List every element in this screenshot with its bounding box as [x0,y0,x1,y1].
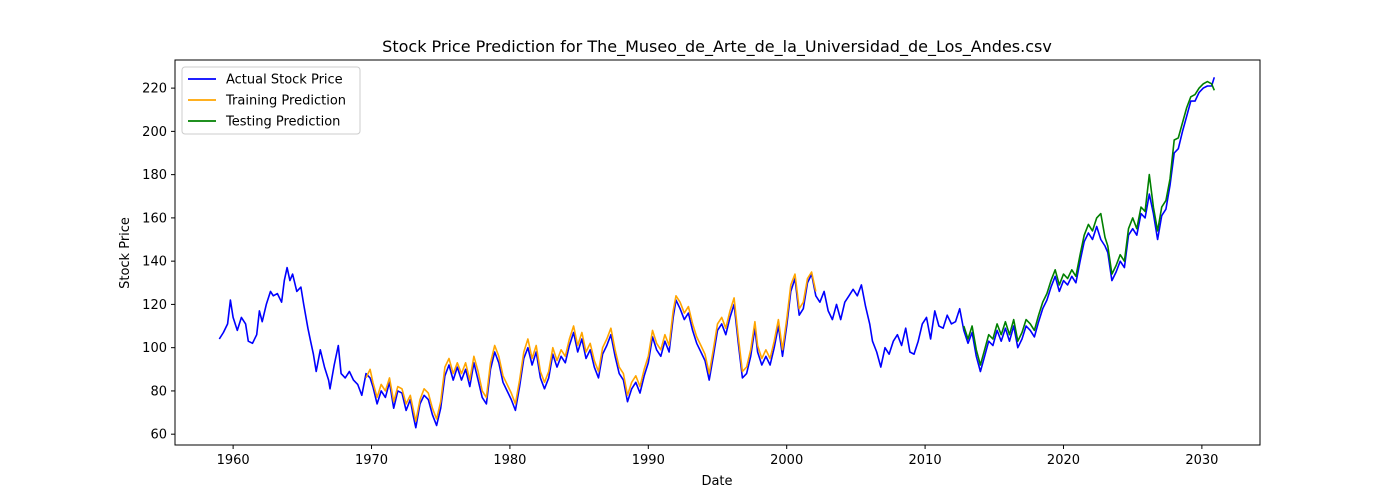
x-axis-title: Date [701,474,732,489]
legend-box [181,66,361,135]
y-tick-label: 220 [142,82,167,97]
x-tick-label: 1960 [217,453,250,468]
y-tick-label: 200 [142,125,167,140]
legend: Actual Stock Price Training Prediction Tes… [181,66,361,135]
legend-label-2: Testing Prediction [225,115,340,130]
chart-title: Stock Price Prediction for The_Museo_de_… [382,37,1052,57]
legend-label-0: Actual Stock Price [226,73,343,88]
x-tick-label: 2000 [770,453,803,468]
y-tick-label: 60 [150,428,167,443]
y-axis-title: Stock Price [118,217,133,289]
series-line-2 [963,80,1216,366]
y-tick-label: 80 [150,384,167,399]
y-tick-label: 160 [142,211,167,226]
x-tick-label: 1980 [493,453,526,468]
x-tick-label: 1970 [355,453,388,468]
y-tick-label: 120 [142,298,167,313]
legend-label-1: Training Prediction [225,94,346,109]
x-tick-label: 1990 [632,453,665,468]
x-tick-label: 2010 [909,453,942,468]
y-tick-label: 180 [142,168,167,183]
plot-frame [174,59,1261,446]
axis-ticks: 1960 1970 1980 1990 2000 2010 2020 2030 60 80 100 1… [142,82,1218,468]
x-tick-label: 2030 [1185,453,1218,468]
x-tick-label: 2020 [1047,453,1080,468]
y-tick-label: 140 [142,255,167,270]
series-group [218,77,1216,429]
y-tick-label: 100 [142,341,167,356]
series-line-1 [365,271,817,422]
